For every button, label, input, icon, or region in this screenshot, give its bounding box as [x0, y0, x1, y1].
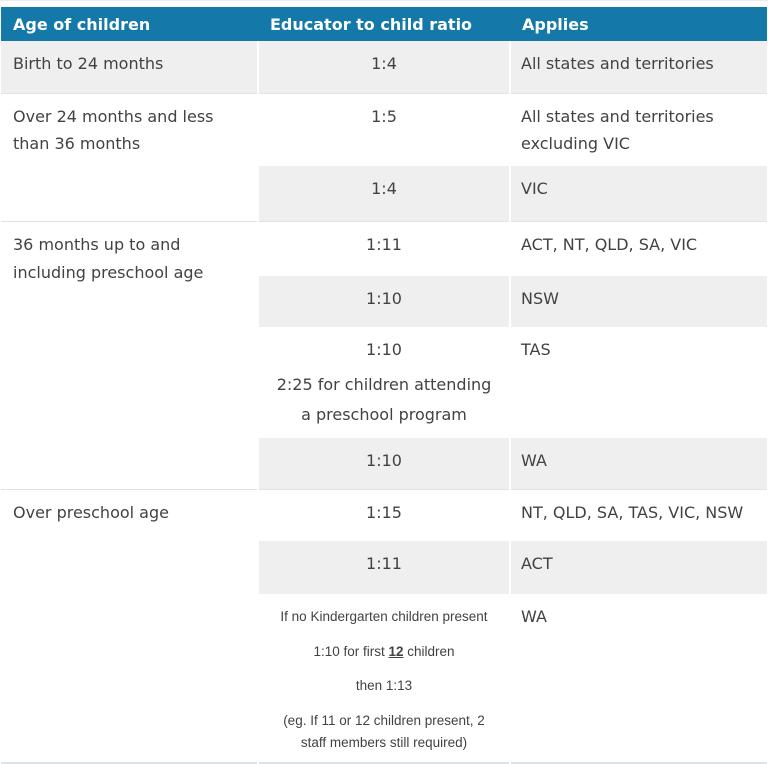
applies-cell: ACT: [509, 541, 767, 595]
table-row: Over preschool age 1:15 NT, QLD, SA, TAS…: [1, 488, 767, 764]
ratio-cell: 1:4: [257, 165, 510, 222]
table-row: Birth to 24 months 1:4 All states and te…: [1, 41, 767, 93]
ratio-cell: 1:11: [257, 221, 510, 276]
ratio-cell: 1:4: [257, 41, 510, 93]
table-row: 1:4 VIC: [1, 165, 767, 222]
applies-cell: WA: [509, 594, 767, 764]
table-row: 1:10 WA: [1, 438, 767, 490]
educator-child-ratio-table: Age of children Educator to child ratio …: [1, 7, 767, 764]
age-cell: Birth to 24 months: [1, 41, 258, 93]
applies-cell: All states and territories: [509, 41, 767, 93]
ratio-cell: 1:5: [257, 92, 510, 166]
ratio-cell: 1:15: [257, 488, 510, 542]
table-row: 1:10 NSW: [1, 275, 767, 327]
applies-cell: NSW: [509, 275, 767, 327]
ratio-note-line: 1:10 for first 12 children: [313, 643, 455, 659]
header-age-of-children: Age of children: [1, 7, 258, 41]
table-row: 1:10 2:25 for children attending a presc…: [1, 326, 767, 439]
table-row: 36 months up to and including preschool …: [1, 221, 767, 490]
table-row: Over 24 months and less than 36 months 1…: [1, 92, 767, 222]
ratio-note-line: (eg. If 11 or 12 children present, 2 sta…: [283, 713, 485, 750]
applies-cell: TAS: [509, 326, 767, 439]
ratio-cell: 1:10 2:25 for children attending a presc…: [257, 326, 510, 439]
age-cell: 36 months up to and including preschool …: [1, 221, 258, 490]
applies-cell: ACT, NT, QLD, SA, VIC: [509, 221, 767, 276]
table-header-row: Age of children Educator to child ratio …: [1, 7, 767, 41]
ratio-note-line: If no Kindergarten children present: [280, 609, 488, 625]
ratio-note: 2:25 for children attending a preschool …: [276, 375, 492, 424]
ratio-cell: 1:10: [257, 275, 510, 327]
top-divider: [0, 0, 768, 1]
applies-cell: VIC: [509, 165, 767, 222]
ratio-cell: 1:10: [257, 438, 510, 490]
emphasized-number: 12: [388, 643, 404, 659]
applies-cell: All states and territories excluding VIC: [509, 92, 767, 166]
header-educator-to-child-ratio: Educator to child ratio: [258, 7, 510, 41]
ratio-note-line: then 1:13: [355, 678, 413, 694]
header-applies: Applies: [510, 7, 767, 41]
ratio-value: 1:10: [366, 339, 402, 359]
table-row: If no Kindergarten children present 1:10…: [1, 594, 767, 764]
ratio-cell: 1:11: [257, 541, 510, 595]
age-cell: Over 24 months and less than 36 months: [1, 92, 258, 222]
applies-cell: NT, QLD, SA, TAS, VIC, NSW: [509, 488, 767, 542]
age-cell: Over preschool age: [1, 488, 258, 764]
applies-cell: WA: [509, 438, 767, 490]
table-row: 1:11 ACT: [1, 541, 767, 595]
ratio-cell: If no Kindergarten children present 1:10…: [257, 594, 510, 764]
